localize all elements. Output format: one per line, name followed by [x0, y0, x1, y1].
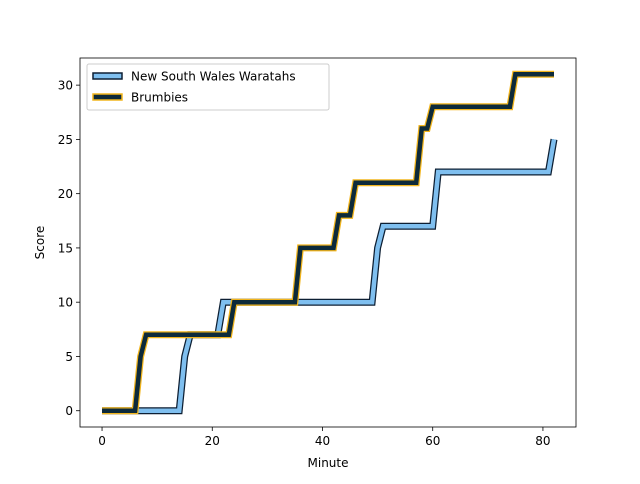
x-tick-label: 80	[535, 434, 550, 448]
legend-swatch-brumbies	[92, 93, 123, 101]
legend-label-brumbies: Brumbies	[131, 91, 188, 105]
x-axis-ticks: 0 20 40 60 80	[98, 427, 551, 448]
x-tick-label: 60	[425, 434, 440, 448]
y-tick-label: 25	[58, 133, 73, 147]
x-tick-label: 40	[315, 434, 330, 448]
y-tick-label: 5	[65, 350, 73, 364]
plot-lines	[102, 70, 558, 415]
legend-label-waratahs: New South Wales Waratahs	[131, 70, 296, 84]
series-new-south-wales-waratahs	[102, 138, 558, 415]
x-tick-label: 0	[98, 434, 106, 448]
y-axis-label: Score	[33, 226, 47, 260]
y-tick-label: 30	[58, 79, 73, 93]
y-tick-label: 15	[58, 241, 73, 255]
plot-frame	[79, 57, 577, 428]
legend-box	[86, 63, 330, 111]
series-line-new-south-wales-waratahs	[102, 139, 557, 413]
series-brumbies	[102, 70, 554, 415]
x-tick-label: 20	[205, 434, 220, 448]
y-axis-ticks: 0 5 10 15 20 25 30	[58, 79, 80, 418]
y-tick-label: 0	[65, 404, 73, 418]
y-tick-label: 10	[58, 296, 73, 310]
legend: New South Wales Waratahs Brumbies	[86, 63, 330, 111]
series-line-brumbies	[102, 72, 554, 413]
y-tick-label: 20	[58, 187, 73, 201]
x-axis-label: Minute	[308, 456, 349, 470]
legend-swatch-waratahs	[92, 72, 123, 80]
